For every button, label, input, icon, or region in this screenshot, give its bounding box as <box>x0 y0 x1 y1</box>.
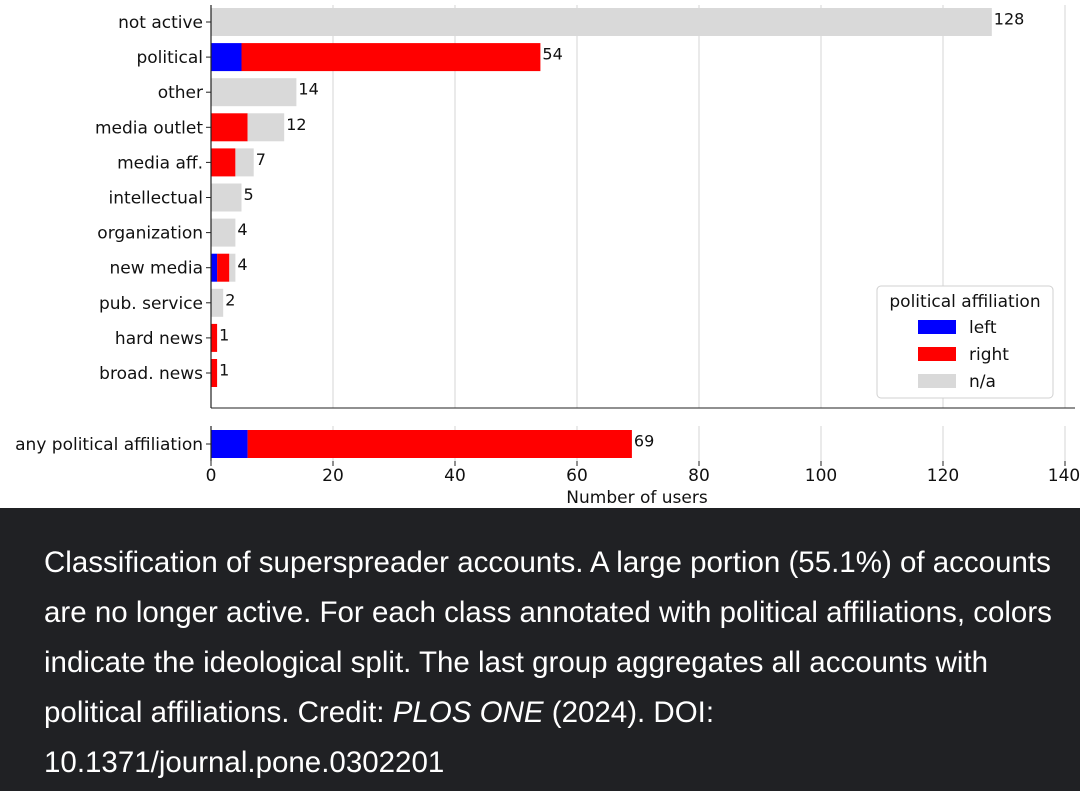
category-label-intellectual: intellectual <box>109 189 203 209</box>
xtick-label-140: 140 <box>1048 466 1080 486</box>
category-label-new-media: new media <box>110 259 204 279</box>
data-label-media-outlet: 12 <box>286 115 306 134</box>
caption-body: Classification of superspreader accounts… <box>44 546 1052 729</box>
bar-media-outlet-na <box>247 113 285 142</box>
x-axis-title: Number of users <box>566 488 708 508</box>
xtick-label-20: 20 <box>322 466 344 486</box>
caption-panel: Classification of superspreader accounts… <box>0 508 1080 791</box>
category-label-media-outlet: media outlet <box>95 118 203 138</box>
category-label-aggregate: any political affiliation <box>15 435 203 455</box>
data-label-aggregate: 69 <box>634 432 654 451</box>
data-label-media-aff: 7 <box>256 150 266 169</box>
bar-new-media-na <box>229 253 236 282</box>
category-label-media-aff: media aff. <box>117 153 203 173</box>
data-label-political: 54 <box>542 45 562 64</box>
bar-new-media-right <box>217 253 230 282</box>
xtick-label-100: 100 <box>805 466 837 486</box>
category-label-organization: organization <box>97 224 203 244</box>
category-label-pub-service: pub. service <box>99 294 203 314</box>
legend-label-right: right <box>969 345 1009 365</box>
legend-label-left: left <box>969 318 997 338</box>
xtick-label-40: 40 <box>444 466 466 486</box>
legend-box <box>876 285 1054 399</box>
data-label-hard-news: 1 <box>219 325 229 344</box>
caption-credit: (2024). DOI: 10.1371/journal.pone.030220… <box>44 696 715 779</box>
data-label-new-media: 4 <box>237 255 247 274</box>
caption-journal: PLOS ONE <box>392 696 544 729</box>
bar-other-na <box>211 78 297 107</box>
bar-pub-service-na <box>211 288 224 317</box>
data-label-other: 14 <box>298 80 318 99</box>
xtick-label-0: 0 <box>206 466 217 486</box>
data-label-not-active: 128 <box>994 10 1025 29</box>
figure-caption: Classification of superspreader accounts… <box>44 538 1054 788</box>
bar-aggregate-right <box>247 430 632 458</box>
data-label-organization: 4 <box>237 220 247 239</box>
legend-label-n-a: n/a <box>969 372 996 392</box>
xtick-label-120: 120 <box>927 466 959 486</box>
bar-organization-na <box>211 218 236 247</box>
bar-aggregate-left <box>211 430 248 458</box>
data-label-broad-news: 1 <box>219 361 229 380</box>
bar-intellectual-na <box>211 183 242 212</box>
bar-political-left <box>211 43 242 72</box>
bar-not-active-na <box>211 8 992 36</box>
bar-hard-news-right <box>211 323 218 352</box>
category-label-hard-news: hard news <box>115 329 203 349</box>
xtick-label-80: 80 <box>688 466 710 486</box>
category-label-other: other <box>158 83 203 103</box>
legend-swatch-n-a <box>918 374 956 388</box>
category-label-not-active: not active <box>118 13 203 33</box>
bar-political-right <box>241 43 541 72</box>
category-label-broad-news: broad. news <box>99 364 203 384</box>
bar-broad-news-right <box>211 359 218 387</box>
legend-swatch-right <box>918 347 956 361</box>
data-label-pub-service: 2 <box>225 290 235 309</box>
data-label-intellectual: 5 <box>244 185 254 204</box>
category-label-political: political <box>136 48 203 68</box>
bar-new-media-left <box>211 253 218 282</box>
legend-swatch-left <box>918 320 956 334</box>
bar-media-aff-right <box>211 148 236 177</box>
bar-media-aff-na <box>235 148 254 177</box>
xtick-label-60: 60 <box>566 466 588 486</box>
chart-area: 128 not active 54 political 14 other 12 media o… <box>15 5 1080 508</box>
legend-title: political affiliation <box>889 292 1040 312</box>
bar-media-outlet-right <box>211 113 248 142</box>
